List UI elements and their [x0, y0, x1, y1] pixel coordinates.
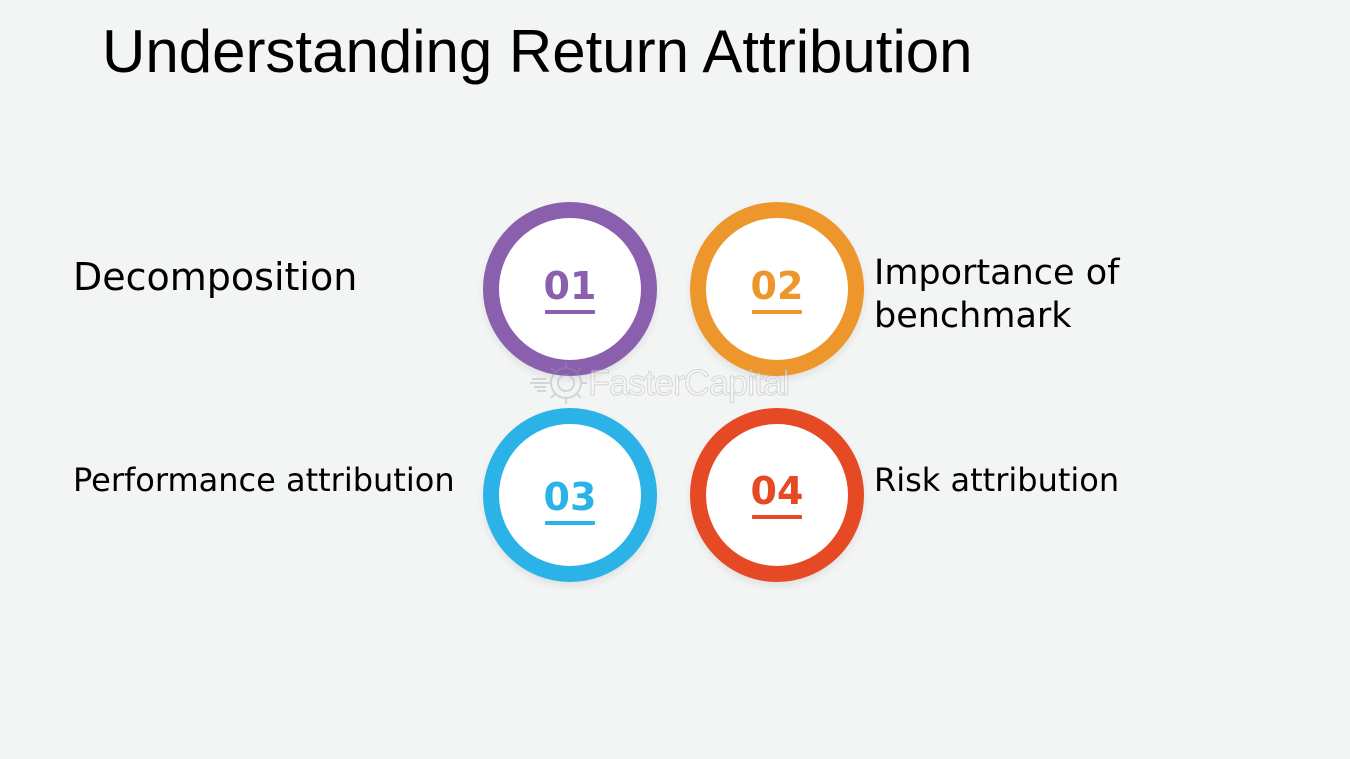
number-ring-01: 01 — [483, 202, 657, 376]
number-ring-02: 02 — [690, 202, 864, 376]
item-label-risk-attribution: Risk attribution — [874, 461, 1120, 499]
watermark: FasterCapital — [528, 356, 824, 410]
number-ring-03: 03 — [483, 408, 657, 582]
watermark-text: FasterCapital — [587, 362, 790, 404]
number-underline — [545, 521, 595, 525]
number-underline — [752, 310, 802, 314]
number-underline — [752, 515, 802, 519]
number-underline — [545, 310, 595, 314]
slide-title: Understanding Return Attribution — [102, 18, 973, 85]
gear-logo-icon — [530, 362, 587, 404]
item-number: 01 — [543, 264, 597, 308]
number-ring-04: 04 — [690, 408, 864, 582]
item-label-decomposition: Decomposition — [73, 255, 358, 299]
item-number: 04 — [750, 469, 804, 513]
item-number: 03 — [543, 475, 597, 519]
item-label-performance-attribution: Performance attribution — [73, 461, 455, 499]
item-label-importance-of-benchmark: Importance of benchmark — [874, 253, 1120, 336]
item-number: 02 — [750, 264, 804, 308]
